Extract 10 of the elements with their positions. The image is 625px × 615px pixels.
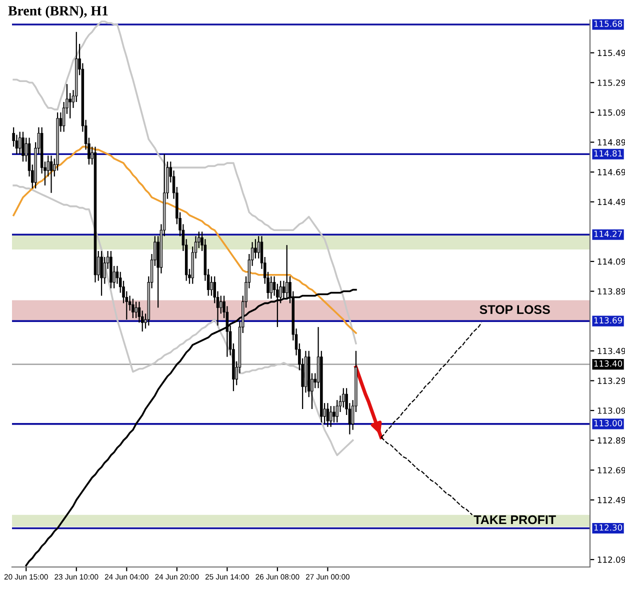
ref-line-label: 114.81 <box>594 150 622 157</box>
ref-line-label: 115.68 <box>594 20 622 27</box>
ref-line-label: 113.40 <box>594 360 622 367</box>
ref-line-label: 114.27 <box>594 230 622 237</box>
band-label: STOP LOSS <box>480 305 550 314</box>
ref-line-label: 112.30 <box>594 524 622 531</box>
ref-line-label: 113.00 <box>594 420 622 426</box>
chart-title: Brent (BRN), H1 <box>8 6 108 18</box>
band-label: TAKE PROFIT <box>474 515 556 524</box>
ref-line-label: 113.69 <box>594 317 622 324</box>
